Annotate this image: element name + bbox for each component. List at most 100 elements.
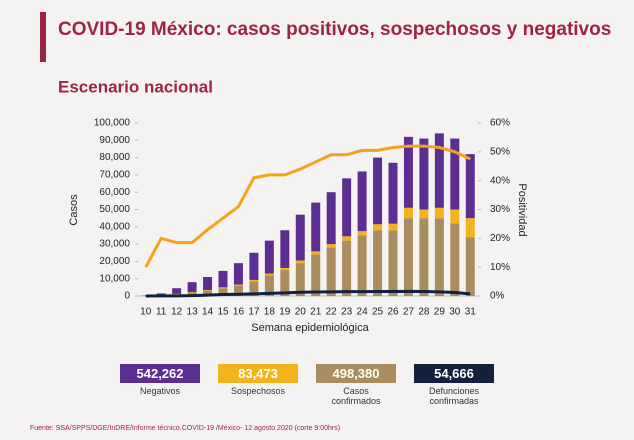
bar: [249, 281, 259, 296]
y-tick-label: 100,000: [94, 118, 131, 129]
x-tick-label: 18: [264, 307, 276, 318]
bar: [295, 260, 305, 264]
summary-label: Defunciones confirmadas: [428, 386, 480, 406]
bar: [450, 209, 460, 224]
x-tick-label: 20: [295, 307, 307, 318]
bar: [326, 247, 336, 296]
chart-title: COVID-19 México: casos positivos, sospec…: [58, 19, 611, 40]
bar: [465, 154, 475, 219]
bar: [403, 207, 413, 219]
line: [144, 144, 471, 268]
bar: [434, 133, 444, 208]
x-tick-label: 21: [310, 307, 322, 318]
y-tick-label: 0: [124, 291, 130, 302]
summary: 498,380 Casos confirmados: [316, 364, 396, 406]
x-tick-label: 10: [140, 307, 152, 318]
bar: [388, 162, 398, 224]
bar: [357, 231, 367, 236]
bar: [264, 275, 274, 296]
bar: [264, 273, 274, 276]
bar: [280, 230, 290, 268]
x-tick-label: 13: [187, 307, 199, 318]
summary-label: Sospechosos: [230, 386, 286, 396]
bar: [233, 285, 243, 296]
x-tick-label: 25: [372, 307, 384, 318]
bar: [249, 279, 259, 282]
summary: 542,262 Negativos: [120, 364, 200, 396]
summary-value: 54,666: [414, 364, 494, 383]
bar: [403, 218, 413, 296]
summary-value: 498,380: [316, 364, 396, 383]
bar: [434, 207, 444, 219]
y-tick-label: 40,000: [99, 221, 130, 232]
bar: [218, 288, 228, 296]
bar: [203, 290, 213, 296]
y-tick-label: 60,000: [99, 187, 130, 198]
y2-tick-label: 40%: [490, 175, 510, 186]
bar: [326, 244, 336, 248]
bar: [419, 218, 429, 296]
y-tick-label: 90,000: [99, 135, 130, 146]
summary-value: 542,262: [120, 364, 200, 383]
x-tick-label: 17: [248, 307, 260, 318]
bar: [280, 270, 290, 296]
bar: [357, 171, 367, 232]
x-tick-label: 27: [403, 307, 415, 318]
bar: [434, 218, 444, 296]
y2-tick-label: 30%: [490, 204, 510, 215]
x-tick-label: 30: [449, 307, 461, 318]
bar: [218, 270, 228, 288]
summary: 54,666 Defunciones confirmadas: [414, 364, 494, 406]
x-tick-label: 31: [465, 307, 477, 318]
bar: [203, 290, 213, 291]
bar: [187, 282, 197, 293]
bar: [373, 230, 383, 296]
bar: [311, 251, 321, 255]
bar: [295, 263, 305, 296]
x-tick-label: 16: [233, 307, 245, 318]
bar: [388, 223, 398, 231]
x-tick-label: 23: [341, 307, 353, 318]
bar: [419, 209, 429, 219]
x-tick-label: 15: [217, 307, 229, 318]
y-tick-label: 20,000: [99, 256, 130, 267]
bar: [373, 157, 383, 225]
x-tick-label: 28: [418, 307, 430, 318]
y-tick-label: 50,000: [99, 204, 130, 215]
bar: [388, 230, 398, 296]
bar: [342, 178, 352, 237]
bar: [450, 223, 460, 296]
y-tick-label: 70,000: [99, 170, 130, 181]
bar: [373, 224, 383, 231]
x-tick-label: 11: [156, 307, 167, 318]
x-tick-label: 19: [279, 307, 291, 318]
x-tick-label: 14: [202, 307, 214, 318]
x-axis-label: Semana epidemiológica: [251, 322, 369, 334]
bar: [233, 284, 243, 286]
x-tick-label: 29: [434, 307, 446, 318]
summary: 83,473 Sospechosos: [218, 364, 298, 396]
bar: [295, 214, 305, 261]
x-tick-label: 22: [326, 307, 338, 318]
summary-label: Negativos: [139, 386, 181, 396]
bar: [249, 252, 259, 280]
bar: [156, 293, 166, 296]
bar: [342, 240, 352, 296]
summary-value: 83,473: [218, 364, 298, 383]
bar: [450, 138, 460, 210]
bar: [419, 138, 429, 210]
bar: [465, 218, 475, 238]
summary-label: Casos confirmados: [331, 386, 381, 406]
y2-axis-label: Positividad: [516, 183, 528, 236]
x-tick-label: 26: [387, 307, 399, 318]
bar: [403, 136, 413, 208]
accent-bar: [40, 12, 46, 62]
y-tick-label: 30,000: [99, 239, 130, 250]
x-tick-label: 12: [171, 307, 183, 318]
line: [145, 289, 471, 298]
bar: [280, 267, 290, 271]
y2-tick-label: 20%: [490, 233, 510, 244]
bar: [311, 202, 321, 252]
